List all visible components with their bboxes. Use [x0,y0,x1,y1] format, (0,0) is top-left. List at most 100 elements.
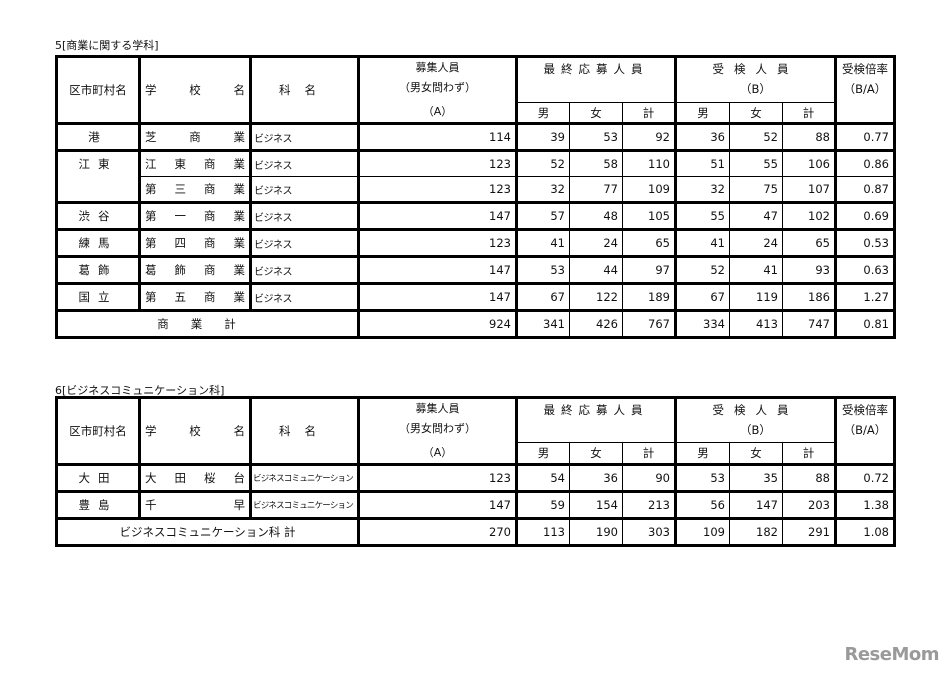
exam-t: 107 [782,176,836,203]
exam-m-value: 41 [710,236,725,250]
exam-m: 32 [674,176,730,203]
quota-value: 147 [489,209,511,223]
business-communication-table: 区市町村名 学校名 科名 募集人員 （男女問わず） （A） 最終応募人員 受検人員 （B） 受検倍… [55,396,896,547]
header-exam-male-label: 男 [697,446,709,461]
ward-name-text: 豊島 [78,498,118,512]
school-name: 第五商業 [138,282,251,311]
header-quota-line2: （男女問わず） [399,81,476,94]
quota-value: 123 [489,471,511,485]
app-t: 109 [622,176,676,203]
course-name: ビジネス [249,228,359,257]
quota-value: 147 [489,498,511,512]
app-f: 154 [569,490,623,519]
ratio-value: 1.27 [863,290,889,304]
total-ratio-value: 1.08 [863,525,889,539]
header-course: 科名 [249,56,359,124]
exam-t-value: 65 [815,236,830,250]
course-name-text: ビジネス [254,160,293,172]
exam-t: 186 [782,282,836,311]
table-row: 港 芝商業 ビジネス 114 39 53 92 36 52 88 0.77 [56,122,895,151]
school-name-text: 千早 [145,498,245,512]
ratio-value: 0.53 [863,236,889,250]
app-t-value: 189 [648,290,670,304]
school-name-text: 第三商業 [145,182,245,196]
course-name-text: ビジネス [254,212,293,224]
ratio-value: 0.63 [863,263,889,277]
total-app-m: 113 [515,517,570,546]
header-exam-total-label: 計 [802,446,815,461]
table-row: 豊島 千早 ビジネスコミュニケーション 147 59 154 213 56 147 203 1.38 [56,490,895,519]
school-name-text: 江東商業 [145,157,245,171]
app-m: 52 [515,149,570,177]
app-t: 110 [622,149,676,177]
ratio: 0.86 [834,149,895,177]
app-m: 59 [515,490,570,519]
total-exam-m: 109 [674,517,730,546]
header-quota: 募集人員 （男女問わず） （A） [357,397,517,465]
total-app-f: 190 [569,517,623,546]
exam-m: 52 [674,255,730,284]
exam-f: 55 [729,149,783,177]
table-row: 練馬 第四商業 ビジネス 123 41 24 65 41 24 65 0.53 [56,228,895,257]
header-applicants-label: 最終応募人員 [543,62,649,76]
section-title-commerce: 5[商業に関する学科] [55,39,159,52]
header-exam-female-label: 女 [750,446,762,461]
app-t: 65 [622,228,676,257]
quota-value: 123 [489,182,511,196]
school-name: 大田桜台 [138,463,251,492]
app-t-value: 105 [648,209,670,223]
ward-name [56,176,140,203]
ward-name: 豊島 [56,490,140,519]
ratio-value: 0.86 [863,157,889,171]
total-quota: 924 [357,309,517,338]
exam-f-value: 75 [763,182,778,196]
header-applicants-label: 最終応募人員 [543,403,649,417]
exam-f-value: 119 [756,290,778,304]
exam-m: 36 [674,122,730,151]
school-name: 葛飾商業 [138,255,251,284]
header-quota: 募集人員 （男女問わず） （A） [357,56,517,124]
exam-t: 102 [782,201,836,230]
exam-f: 47 [729,201,783,230]
course-name: ビジネス [249,201,359,230]
exam-t: 88 [782,122,836,151]
course-name: ビジネス [249,149,359,177]
course-name-text: ビジネス [254,133,293,145]
app-t-value: 65 [655,236,670,250]
app-f: 122 [569,282,623,311]
quota-value: 114 [489,130,511,144]
app-t-value: 90 [655,471,670,485]
app-m: 57 [515,201,570,230]
ward-name-text: 葛飾 [78,263,118,277]
app-t-value: 97 [655,263,670,277]
header-school: 学校名 [138,56,251,124]
exam-t: 65 [782,228,836,257]
total-app-m-value: 113 [543,525,565,539]
header-exam-total-label: 計 [802,105,815,120]
header-ratio-label: 受検倍率 [842,403,888,417]
total-app-f-value: 190 [596,525,618,539]
ward-name-text: 大田 [78,471,118,485]
school-name-text: 大田桜台 [145,471,245,485]
ward-name: 大田 [56,463,140,492]
app-t-value: 213 [648,498,670,512]
app-m-value: 39 [550,130,565,144]
total-exam-t: 291 [782,517,836,546]
school-name: 千早 [138,490,251,519]
header-school: 学校名 [138,397,251,465]
header-app-total-label: 計 [642,105,655,120]
app-t: 189 [622,282,676,311]
app-f-value: 58 [603,157,618,171]
school-name-text: 第四商業 [145,236,245,250]
exam-m-value: 51 [710,157,725,171]
app-f-value: 77 [603,182,618,196]
header-exam-female: 女 [729,442,783,465]
exam-m: 67 [674,282,730,311]
exam-f: 52 [729,122,783,151]
app-m-value: 54 [550,471,565,485]
header-app-male: 男 [515,442,570,465]
header-exam-total: 計 [782,442,836,465]
header-school-label: 学校名 [145,83,245,97]
ward-name: 港 [56,122,140,151]
table-row: 葛飾 葛飾商業 ビジネス 147 53 44 97 52 41 93 0.63 [56,255,895,284]
